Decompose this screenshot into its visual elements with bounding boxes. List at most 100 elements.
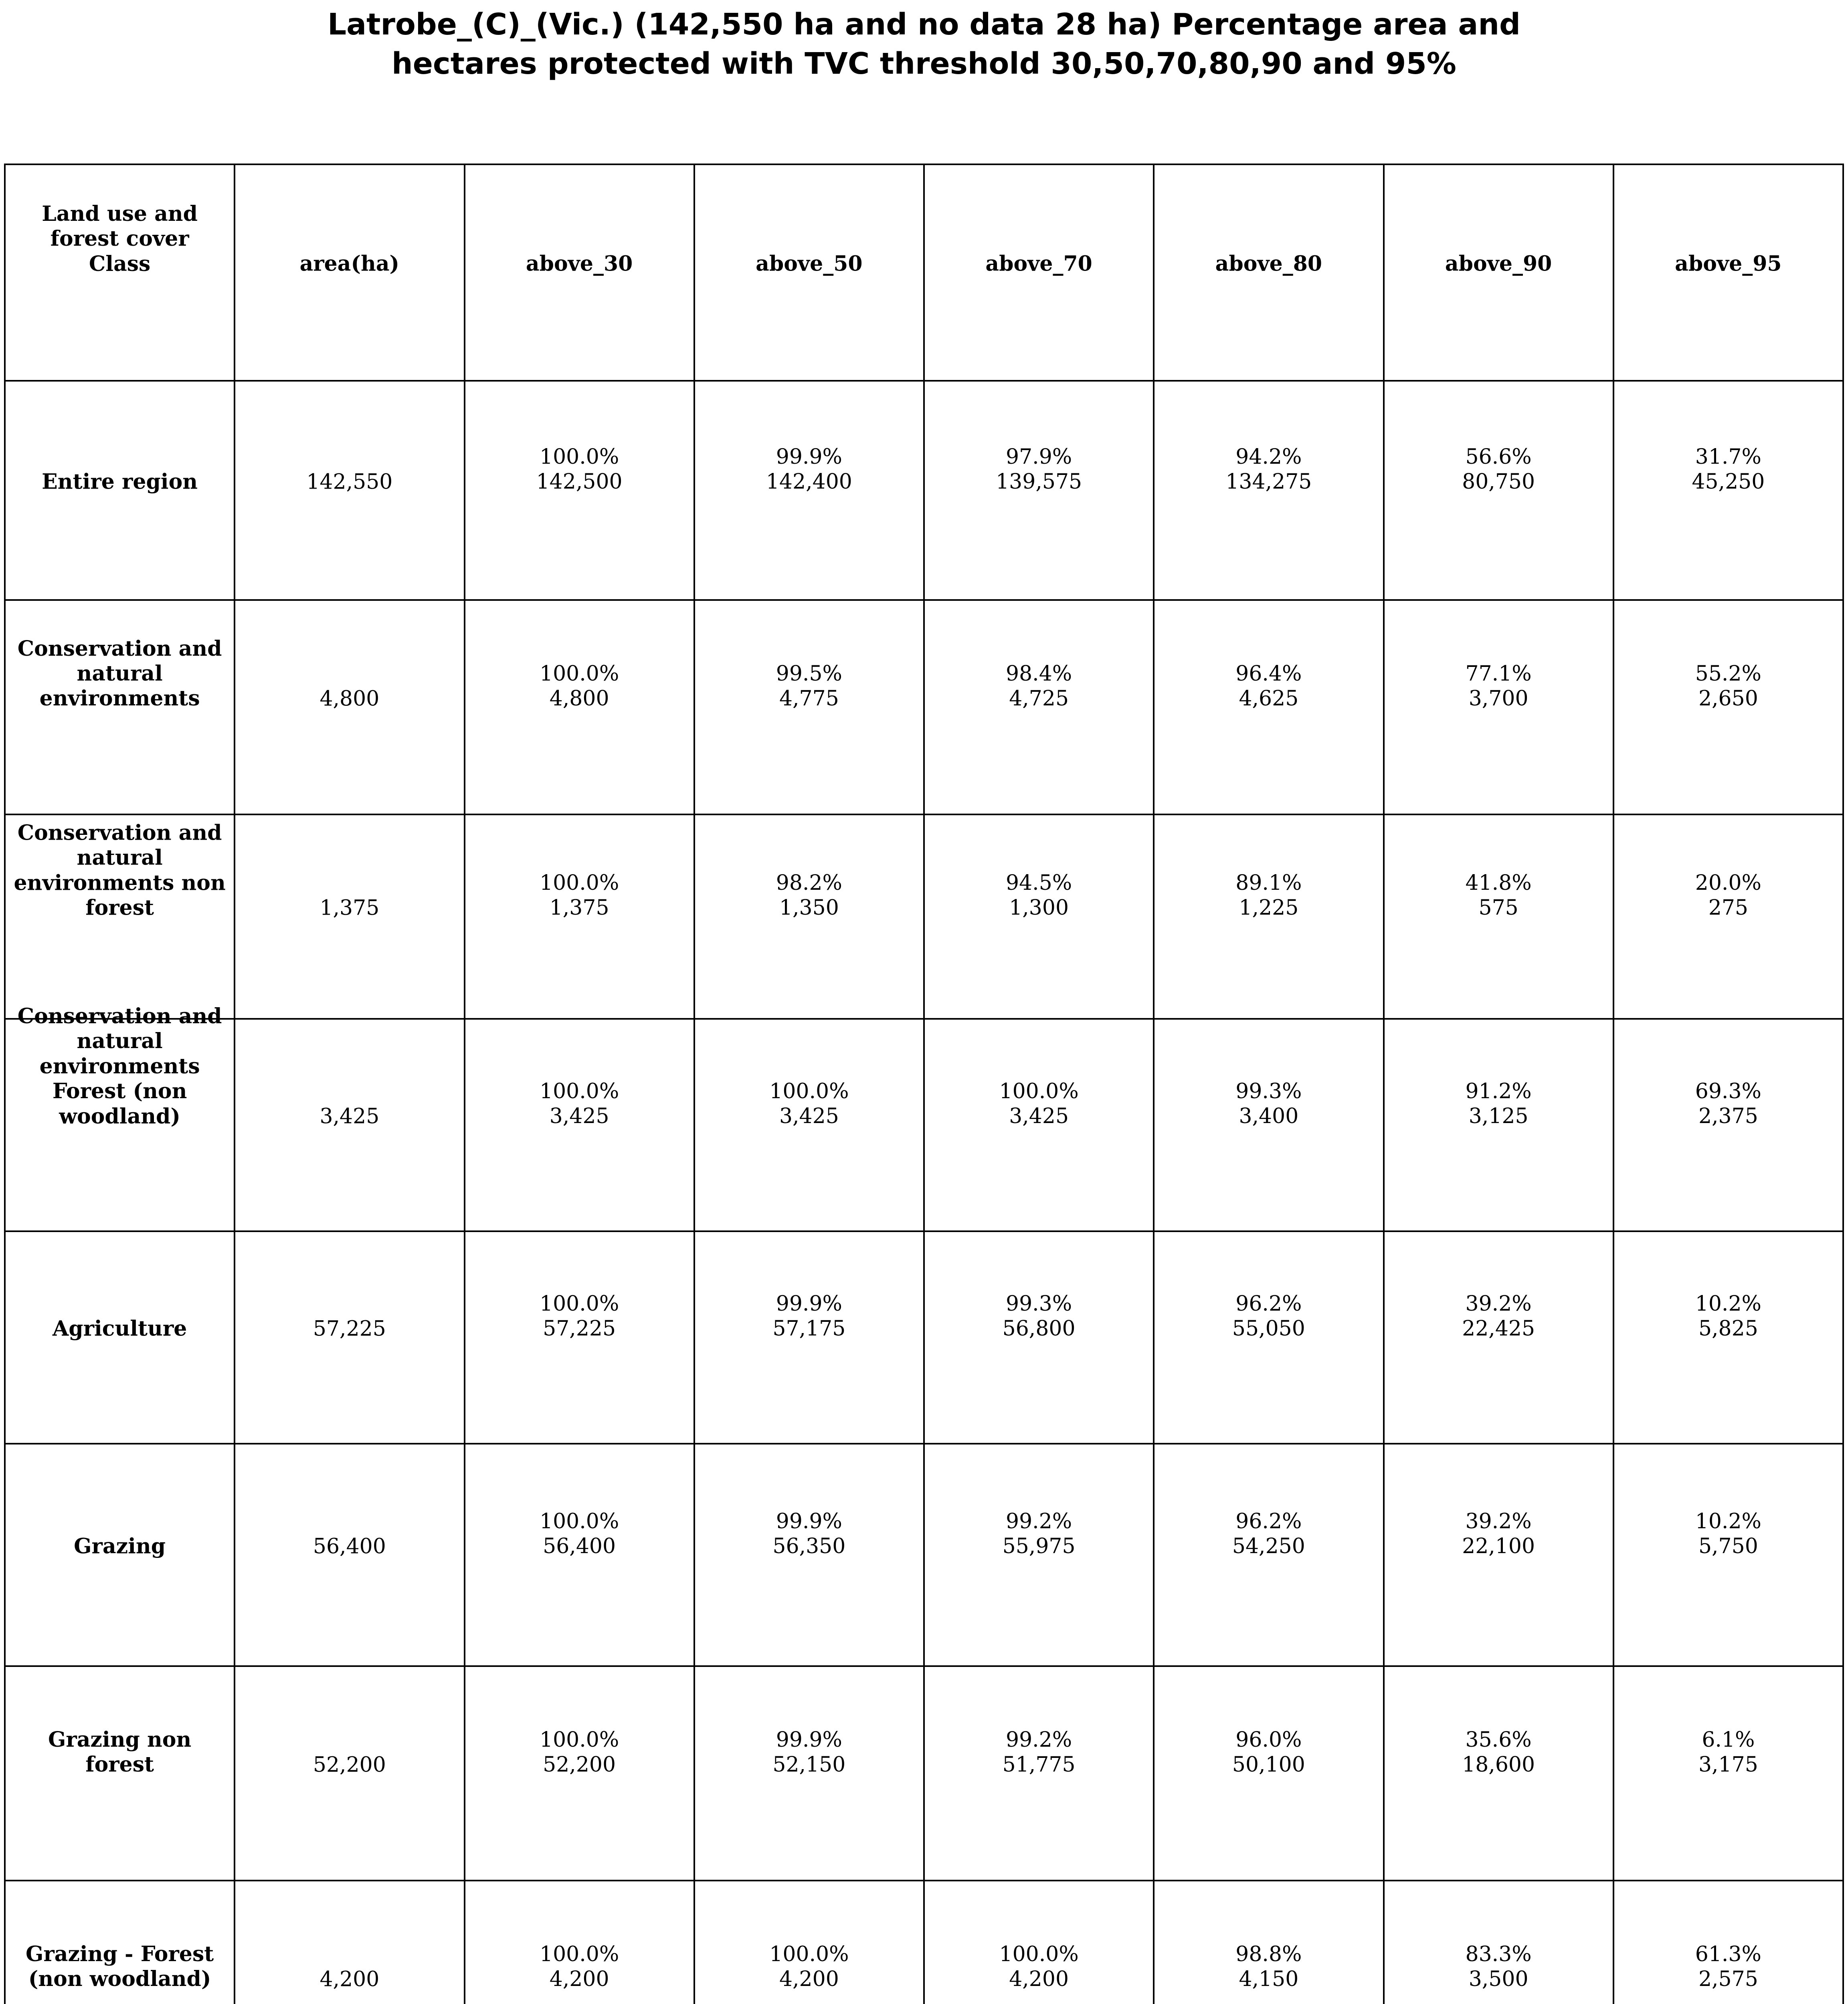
cell-text: 89.1% 1,225 xyxy=(1235,871,1302,920)
cell-text: 100.0% 56,400 xyxy=(539,1509,619,1559)
col-header-above-90: above_90 xyxy=(1383,164,1614,382)
table-cell: 83.3% 3,500 xyxy=(1383,1880,1614,2004)
cell-text: 6.1% 3,175 xyxy=(1698,1727,1758,1777)
cell-text: 31.7% 45,250 xyxy=(1692,444,1765,494)
row-label: Agriculture xyxy=(4,1230,236,1444)
cell-text: 100.0% 3,425 xyxy=(539,1079,619,1129)
cell-text: 39.2% 22,425 xyxy=(1462,1292,1535,1341)
col-header-area: area(ha) xyxy=(234,164,465,382)
table-row-conservation-non-forest: Conservation and natural environments no… xyxy=(4,814,1844,1020)
cell-text: 142,550 xyxy=(306,470,393,494)
cell-text: 97.9% 139,575 xyxy=(996,444,1082,494)
table-cell: 56.6% 80,750 xyxy=(1383,380,1614,601)
cell-text: 57,225 xyxy=(313,1317,386,1341)
table-row-grazing: Grazing 56,400 100.0% 56,400 99.9% 56,35… xyxy=(4,1443,1844,1667)
table-cell: 99.9% 142,400 xyxy=(693,380,925,601)
table-cell: 98.8% 4,150 xyxy=(1153,1880,1385,2004)
col-header-text: area(ha) xyxy=(299,251,400,276)
cell-text: 3,425 xyxy=(319,1104,380,1129)
table-header-row: Land use and forest cover Class area(ha)… xyxy=(4,164,1844,382)
cell-text: 99.3% 56,800 xyxy=(1002,1292,1076,1341)
cell-text: Grazing non forest xyxy=(48,1727,192,1777)
table-cell: 99.2% 55,975 xyxy=(923,1443,1155,1667)
cell-text: 98.4% 4,725 xyxy=(1006,661,1072,711)
row-label: Grazing xyxy=(4,1443,236,1667)
table-cell: 100.0% 57,225 xyxy=(463,1230,695,1444)
cell-text: 96.4% 4,625 xyxy=(1235,661,1302,711)
cell-text: 56,400 xyxy=(313,1534,386,1559)
col-header-above-50: above_50 xyxy=(693,164,925,382)
cell-text: 100.0% 142,500 xyxy=(536,444,623,494)
cell-text: 1,375 xyxy=(319,896,380,920)
cell-text: 91.2% 3,125 xyxy=(1465,1079,1532,1129)
cell-text: 20.0% 275 xyxy=(1695,871,1761,920)
cell-text: Grazing xyxy=(74,1534,166,1559)
land-use-table: Land use and forest cover Class area(ha)… xyxy=(4,164,1844,2004)
col-header-text: above_80 xyxy=(1215,251,1322,276)
cell-text: 96.2% 54,250 xyxy=(1232,1509,1305,1559)
cell-text: 100.0% 3,425 xyxy=(999,1079,1079,1129)
table-cell: 4,800 xyxy=(234,599,465,815)
cell-text: 99.9% 57,175 xyxy=(772,1292,846,1341)
col-header-text: above_70 xyxy=(985,251,1092,276)
table-cell: 99.9% 52,150 xyxy=(693,1665,925,1881)
table-cell: 10.2% 5,825 xyxy=(1612,1230,1844,1444)
cell-text: 10.2% 5,750 xyxy=(1695,1509,1761,1559)
col-header-above-80: above_80 xyxy=(1153,164,1385,382)
table-cell: 142,550 xyxy=(234,380,465,601)
cell-text: Conservation and natural environments Fo… xyxy=(17,1004,222,1129)
table-cell: 100.0% 4,200 xyxy=(923,1880,1155,2004)
cell-text: 99.9% 142,400 xyxy=(766,444,852,494)
table-cell: 35.6% 18,600 xyxy=(1383,1665,1614,1881)
table-cell: 100.0% 142,500 xyxy=(463,380,695,601)
table-cell: 31.7% 45,250 xyxy=(1612,380,1844,601)
table-row-conservation: Conservation and natural environments 4,… xyxy=(4,599,1844,815)
table-cell: 1,375 xyxy=(234,814,465,1020)
table-cell: 20.0% 275 xyxy=(1612,814,1844,1020)
cell-text: 4,800 xyxy=(319,687,380,711)
table-cell: 100.0% 3,425 xyxy=(923,1018,1155,1232)
table-cell: 100.0% 3,425 xyxy=(693,1018,925,1232)
cell-text: Entire region xyxy=(42,469,198,494)
row-label: Conservation and natural environments no… xyxy=(4,814,236,1020)
col-header-above-30: above_30 xyxy=(463,164,695,382)
table-cell: 96.2% 55,050 xyxy=(1153,1230,1385,1444)
row-label: Grazing - Forest (non woodland) xyxy=(4,1880,236,2004)
table-cell: 94.2% 134,275 xyxy=(1153,380,1385,601)
table-row-conservation-forest: Conservation and natural environments Fo… xyxy=(4,1004,1844,1232)
cell-text: 94.2% 134,275 xyxy=(1225,444,1312,494)
row-label: Conservation and natural environments xyxy=(4,599,236,815)
table-cell: 99.9% 57,175 xyxy=(693,1230,925,1444)
cell-text: 69.3% 2,375 xyxy=(1695,1079,1761,1129)
cell-text: 39.2% 22,100 xyxy=(1462,1509,1535,1559)
table-cell: 41.8% 575 xyxy=(1383,814,1614,1020)
table-cell: 61.3% 2,575 xyxy=(1612,1880,1844,2004)
cell-text: 55.2% 2,650 xyxy=(1695,661,1761,711)
cell-text: 100.0% 4,200 xyxy=(999,1942,1079,1992)
cell-text: 100.0% 1,375 xyxy=(539,871,619,920)
cell-text: 35.6% 18,600 xyxy=(1462,1727,1535,1777)
col-header-text: above_90 xyxy=(1445,251,1552,276)
table-cell: 100.0% 52,200 xyxy=(463,1665,695,1881)
col-header-text: above_50 xyxy=(756,251,863,276)
cell-text: 100.0% 4,200 xyxy=(539,1942,619,1992)
table-cell: 98.2% 1,350 xyxy=(693,814,925,1020)
table-cell: 52,200 xyxy=(234,1665,465,1881)
table-cell: 99.3% 3,400 xyxy=(1153,1018,1385,1232)
table-cell: 99.2% 51,775 xyxy=(923,1665,1155,1881)
cell-text: 10.2% 5,825 xyxy=(1695,1292,1761,1341)
cell-text: 100.0% 52,200 xyxy=(539,1727,619,1777)
cell-text: 99.2% 51,775 xyxy=(1002,1727,1076,1777)
table-cell: 100.0% 56,400 xyxy=(463,1443,695,1667)
col-header-text: above_95 xyxy=(1675,251,1782,276)
cell-text: 61.3% 2,575 xyxy=(1695,1942,1761,1992)
cell-text: 96.2% 55,050 xyxy=(1232,1292,1305,1341)
table-cell: 99.3% 56,800 xyxy=(923,1230,1155,1444)
table-cell: 97.9% 139,575 xyxy=(923,380,1155,601)
table-cell: 10.2% 5,750 xyxy=(1612,1443,1844,1667)
cell-text: 99.2% 55,975 xyxy=(1002,1509,1076,1559)
table-cell: 100.0% 3,425 xyxy=(463,1018,695,1232)
table-cell: 55.2% 2,650 xyxy=(1612,599,1844,815)
cell-text: 98.2% 1,350 xyxy=(776,871,842,920)
table-cell: 96.2% 54,250 xyxy=(1153,1443,1385,1667)
